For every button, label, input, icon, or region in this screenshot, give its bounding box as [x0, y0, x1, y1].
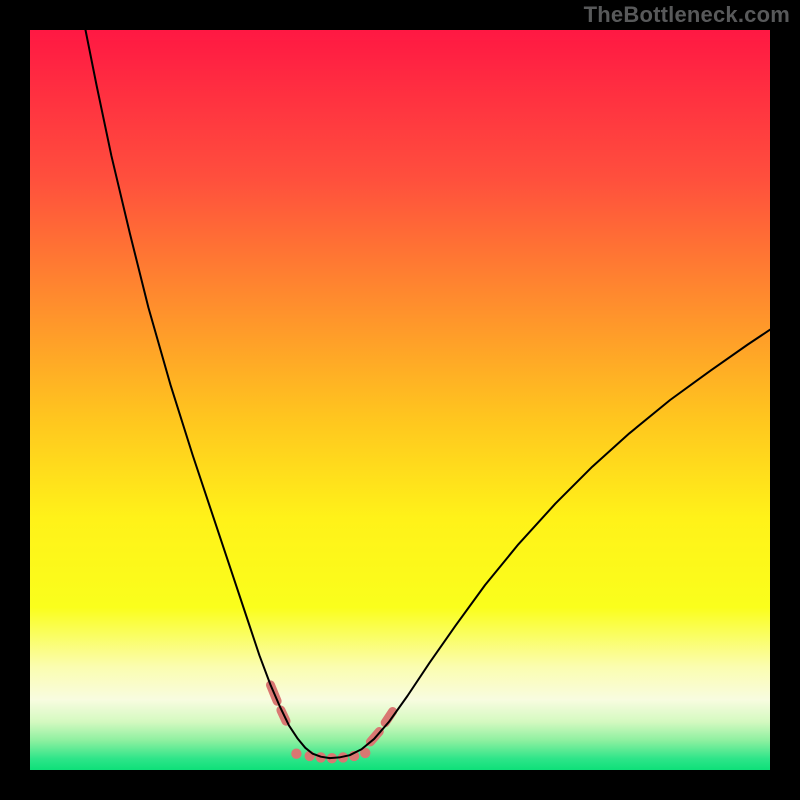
watermark-text: TheBottleneck.com — [584, 2, 790, 28]
chart-svg — [30, 30, 770, 770]
plot-area — [30, 30, 770, 770]
chart-background — [30, 30, 770, 770]
chart-frame: TheBottleneck.com — [0, 0, 800, 800]
curve-marker — [291, 749, 301, 759]
